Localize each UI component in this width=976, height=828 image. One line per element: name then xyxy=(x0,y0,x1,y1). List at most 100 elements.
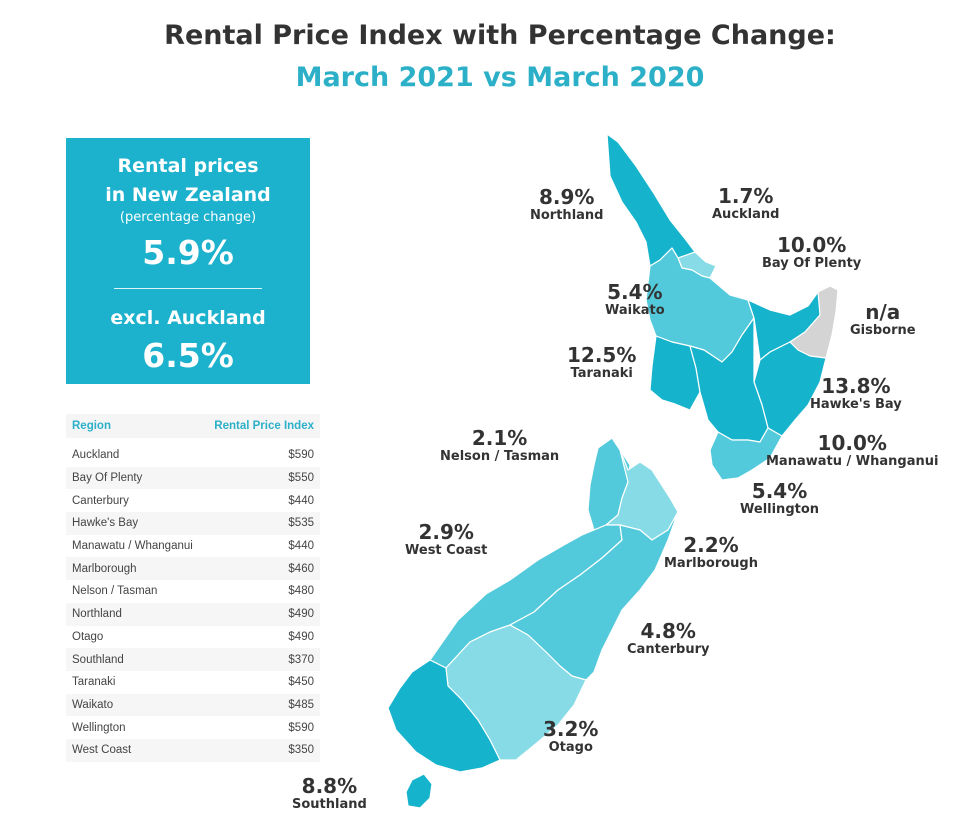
pct-waikato: 5.4% xyxy=(607,280,663,304)
pct-nelson-tasman: 2.1% xyxy=(471,426,528,450)
table-header-row: Region Rental Price Index xyxy=(66,414,320,438)
cell-region: Hawke's Bay xyxy=(66,512,204,535)
cell-rental-index: $460 xyxy=(203,557,320,581)
summary-line-1: Rental prices xyxy=(117,155,259,177)
table-row: Bay Of Plenty $550 xyxy=(66,466,320,490)
name-manawatu-whanganui: Manawatu / Whanganui xyxy=(766,454,939,469)
label-marlborough: 2.2% Marlborough xyxy=(664,535,758,570)
cell-rental-index: $590 xyxy=(288,449,314,462)
region-wellington xyxy=(709,427,783,481)
cell-region: Otago xyxy=(72,630,104,643)
label-hawkes-bay: 13.8% Hawke's Bay xyxy=(810,376,902,411)
table-row: Waikato $485 xyxy=(66,693,320,717)
pct-gisborne: n/a xyxy=(865,300,901,324)
name-nelson-tasman: Nelson / Tasman xyxy=(440,449,560,464)
table-row: Manawatu / Whanganui $440 xyxy=(66,535,320,558)
label-northland: 8.9% Northland xyxy=(530,187,603,222)
summary-line-2: in New Zealand xyxy=(105,184,271,206)
cell-rental-index: $550 xyxy=(203,466,320,490)
cell-region: Bay Of Plenty xyxy=(66,466,204,490)
table-row: Nelson / Tasman $480 xyxy=(66,580,320,603)
pct-auckland: 1.7% xyxy=(718,184,774,208)
cell-rental-index: $480 xyxy=(288,585,314,598)
name-wellington: Wellington xyxy=(740,502,820,517)
region-canterbury xyxy=(509,511,679,681)
pct-northland: 8.9% xyxy=(539,185,595,209)
cell-region: Wellington xyxy=(72,721,126,734)
name-west-coast: West Coast xyxy=(405,543,488,558)
label-west-coast: 2.9% West Coast xyxy=(405,522,487,557)
cell-rental-index: $450 xyxy=(288,676,314,689)
name-canterbury: Canterbury xyxy=(627,642,710,657)
cell-region: Northland xyxy=(66,602,204,626)
summary-value-all: 5.9% xyxy=(142,233,234,272)
region-taranaki xyxy=(649,335,701,411)
name-waikato: Waikato xyxy=(605,303,665,318)
label-canterbury: 4.8% Canterbury xyxy=(627,621,709,656)
chart-subtitle: March 2021 vs March 2020 xyxy=(295,62,705,93)
nz-region-map xyxy=(387,133,839,809)
table-row: Northland $490 xyxy=(66,602,320,626)
name-northland: Northland xyxy=(530,208,604,223)
name-bay-of-plenty: Bay Of Plenty xyxy=(762,256,862,271)
label-otago: 3.2% Otago xyxy=(543,719,598,754)
cell-region: Marlborough xyxy=(66,557,204,581)
name-taranaki: Taranaki xyxy=(570,366,633,381)
pct-wellington: 5.4% xyxy=(751,479,808,503)
cell-region: West Coast xyxy=(66,738,204,762)
summary-value-excl-auckland: 6.5% xyxy=(142,336,234,375)
cell-rental-index: $370 xyxy=(203,648,320,671)
cell-rental-index: $350 xyxy=(203,738,320,762)
pct-marlborough: 2.2% xyxy=(683,533,739,557)
table-row: Southland $370 xyxy=(66,648,320,671)
region-northland xyxy=(606,133,696,267)
name-otago: Otago xyxy=(548,740,593,755)
table-row: Marlborough $460 xyxy=(66,557,320,581)
cell-rental-index: $490 xyxy=(203,602,320,626)
label-waikato: 5.4% Waikato xyxy=(605,282,665,317)
cell-region: Canterbury xyxy=(72,494,129,507)
cell-region: Nelson / Tasman xyxy=(72,585,158,598)
cell-rental-index: $440 xyxy=(288,540,314,553)
label-bay-of-plenty: 10.0% Bay Of Plenty xyxy=(762,235,861,270)
label-taranaki: 12.5% Taranaki xyxy=(567,345,636,380)
pct-canterbury: 4.8% xyxy=(640,619,696,643)
label-southland: 8.8% Southland xyxy=(292,776,367,811)
name-marlborough: Marlborough xyxy=(664,556,758,571)
table-row: Canterbury $440 xyxy=(66,489,320,512)
column-header-region: Region xyxy=(66,414,204,438)
cell-rental-index: $535 xyxy=(203,512,320,535)
stewart-island xyxy=(405,773,433,809)
pct-hawkes-bay: 13.8% xyxy=(821,374,891,398)
table-row: Wellington $590 xyxy=(66,716,320,739)
label-nelson-tasman: 2.1% Nelson / Tasman xyxy=(440,428,559,463)
pct-southland: 8.8% xyxy=(301,774,358,798)
cell-region: Waikato xyxy=(66,693,204,717)
name-southland: Southland xyxy=(292,797,367,812)
column-header-index: Rental Price Index xyxy=(203,414,320,438)
name-auckland: Auckland xyxy=(712,207,780,222)
pct-manawatu-whanganui: 10.0% xyxy=(817,431,887,455)
cell-rental-index: $490 xyxy=(288,630,314,643)
table-row: Auckland $590 xyxy=(66,444,320,467)
chart-title: Rental Price Index with Percentage Chang… xyxy=(164,20,836,51)
label-gisborne: n/a Gisborne xyxy=(850,302,916,337)
cell-rental-index: $440 xyxy=(288,494,314,507)
cell-region: Southland xyxy=(66,648,204,671)
cell-region: Auckland xyxy=(72,449,120,462)
rental-price-table: Region Rental Price Index Auckland $590 Ba… xyxy=(66,414,320,762)
summary-box: Rental prices in New Zealand (percentage… xyxy=(66,138,310,384)
table-row: Taranaki $450 xyxy=(66,671,320,694)
label-auckland: 1.7% Auckland xyxy=(712,186,779,221)
summary-line-3: (percentage change) xyxy=(119,210,257,225)
summary-line-4: excl. Auckland xyxy=(110,307,266,329)
pct-taranaki: 12.5% xyxy=(567,343,637,367)
pct-otago: 3.2% xyxy=(543,717,599,741)
cell-rental-index: $485 xyxy=(203,693,320,717)
table-row: Otago $490 xyxy=(66,626,320,649)
cell-region: Manawatu / Whanganui xyxy=(72,540,193,553)
table-row: Hawke's Bay $535 xyxy=(66,512,320,535)
cell-region: Taranaki xyxy=(72,676,116,689)
summary-divider xyxy=(114,288,262,289)
pct-west-coast: 2.9% xyxy=(418,520,474,544)
